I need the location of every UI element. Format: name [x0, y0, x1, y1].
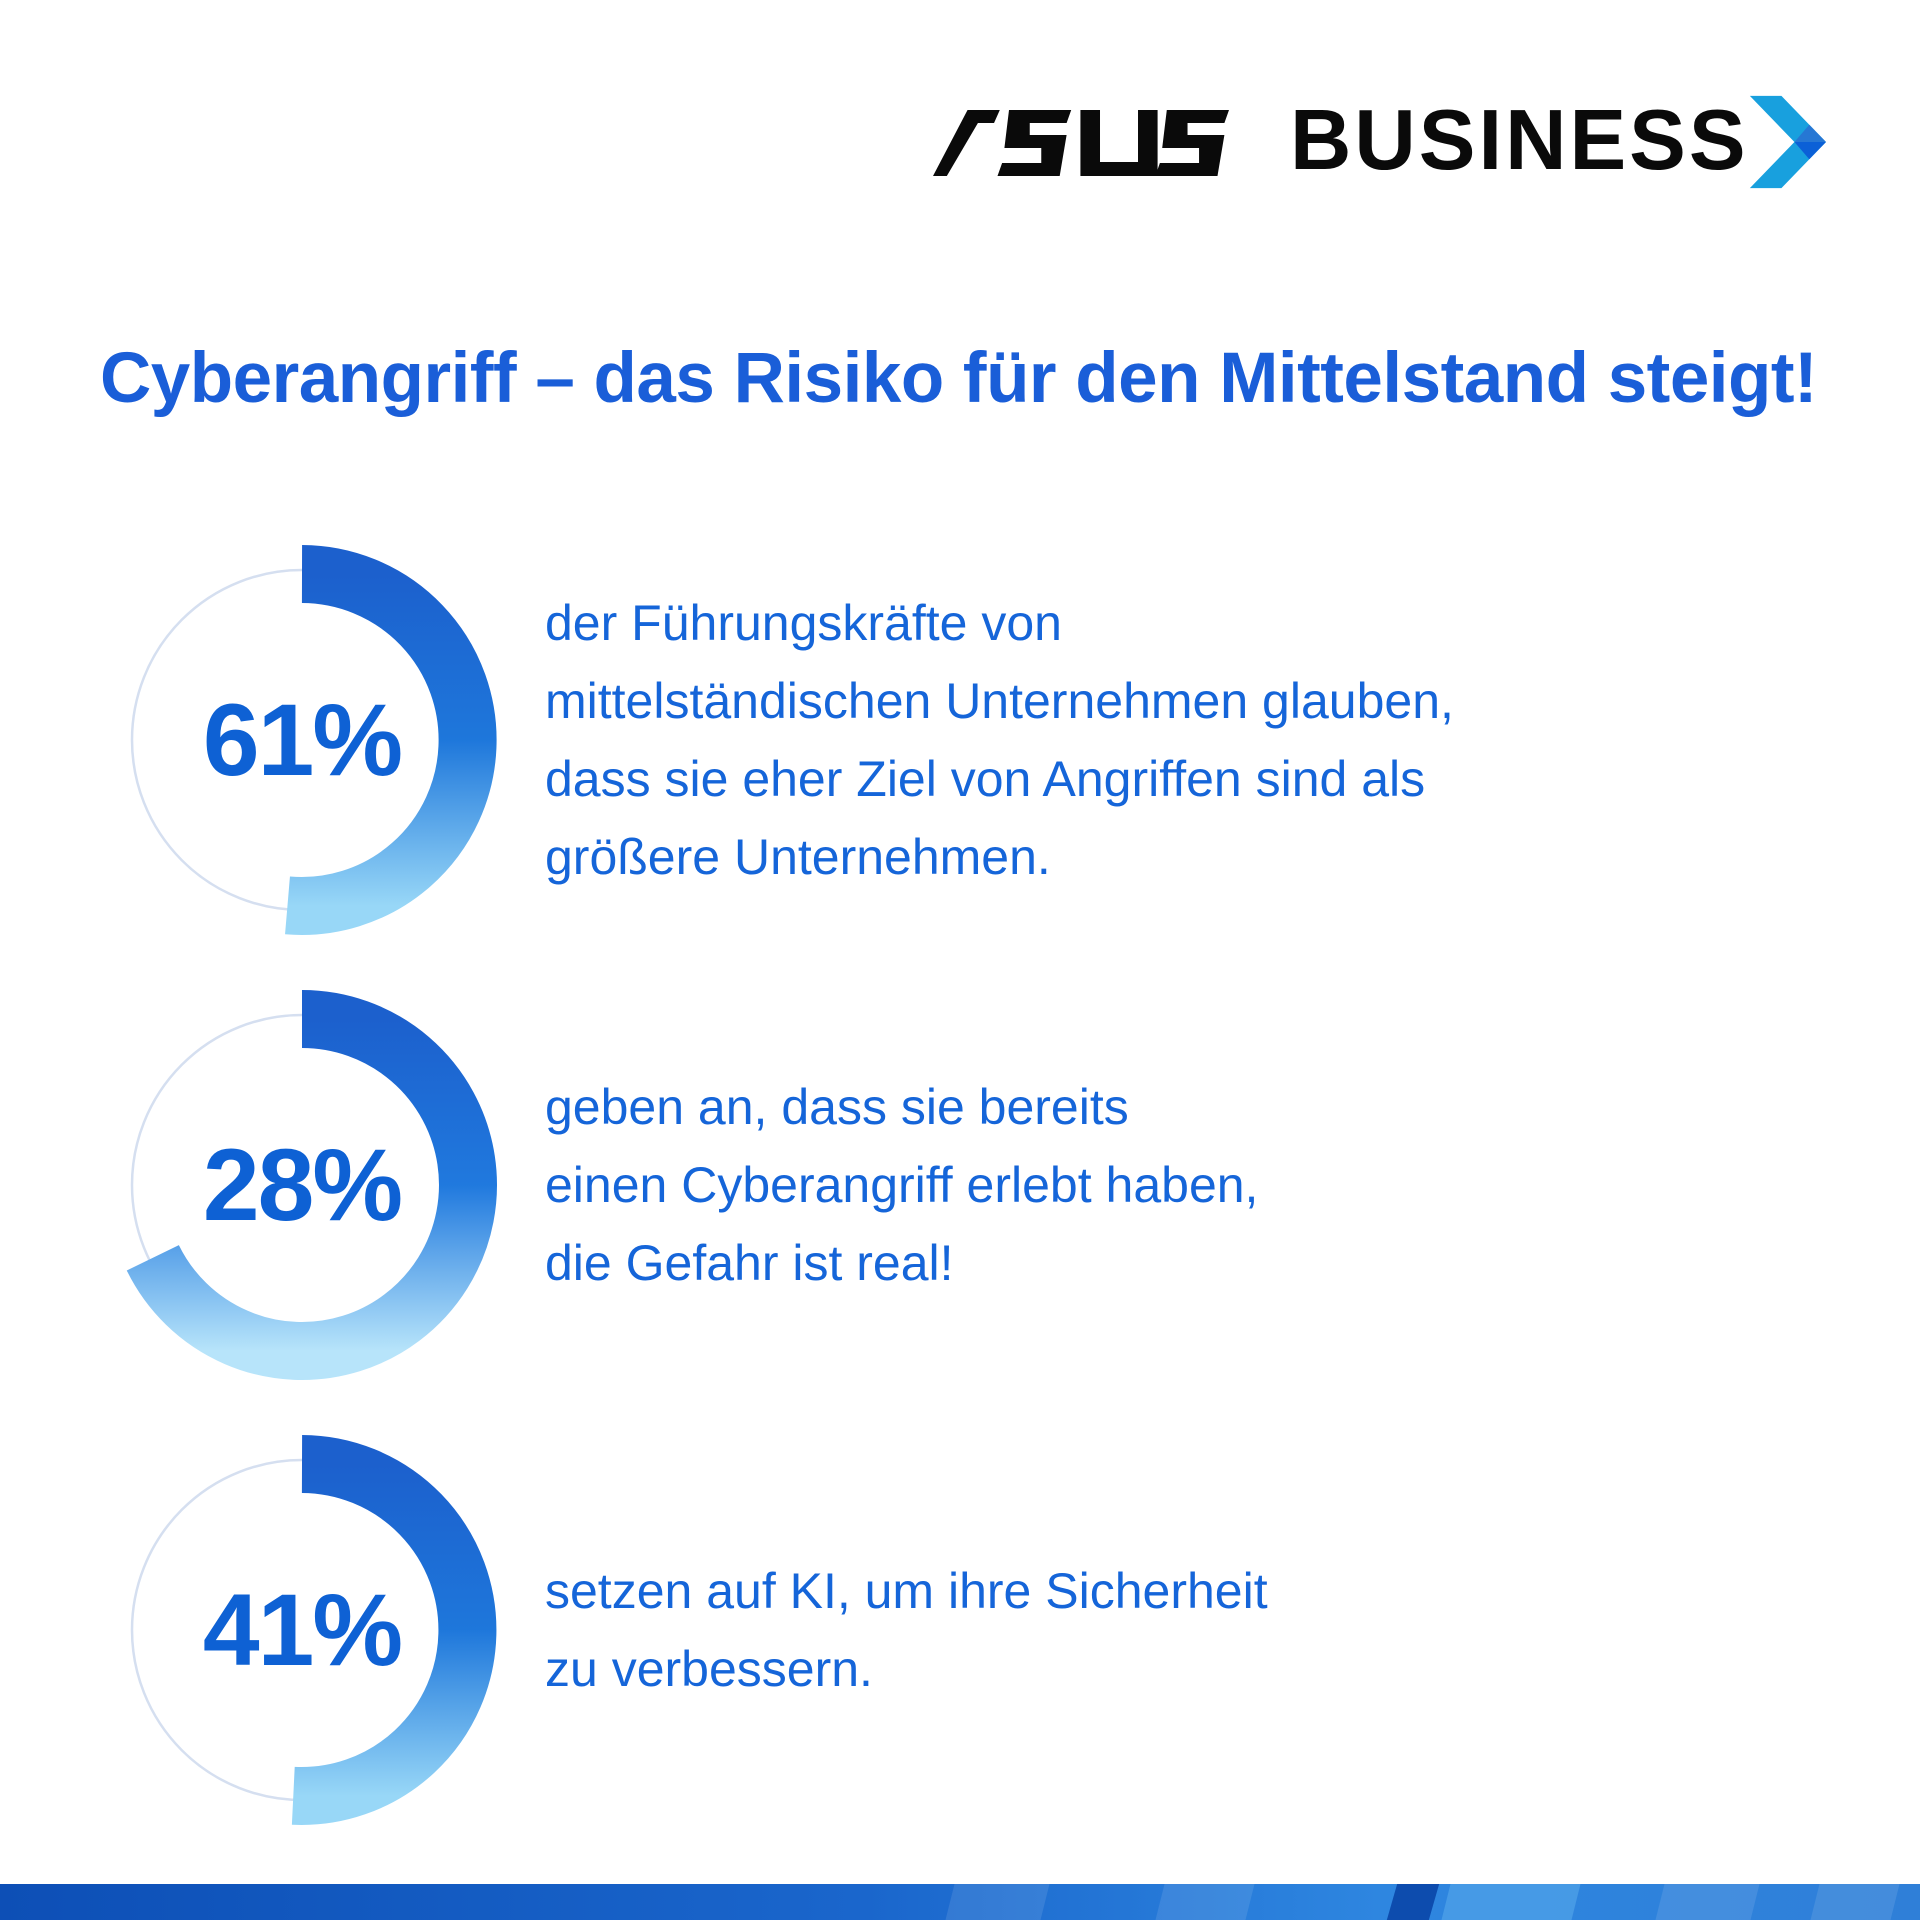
bar-facet [1154, 1884, 1256, 1920]
footer-accent-bar [0, 1884, 1920, 1920]
stat-caption: geben an, dass sie bereits einen Cyberan… [545, 1068, 1258, 1302]
caption-line: die Gefahr ist real! [545, 1235, 954, 1291]
caption-line: der Führungskräfte von [545, 595, 1062, 651]
caption-line: zu verbessern. [545, 1641, 873, 1697]
stat-caption: der Führungskräfte von mittelständischen… [545, 584, 1454, 896]
caption-line: dass sie eher Ziel von Angriffen sind al… [545, 751, 1426, 807]
asus-letter-s2 [1155, 110, 1229, 176]
page-title: Cyberangriff – das Risiko für den Mittel… [100, 339, 1818, 418]
donut-value-arc [126, 990, 497, 1380]
donut-chart-41-percent [130, 1435, 497, 1825]
asus-letter-a [933, 110, 1000, 176]
caption-line: mittelständischen Unternehmen glauben, [545, 673, 1454, 729]
percent-label: 61% [202, 682, 403, 797]
caption-line: größere Unternehmen. [545, 829, 1051, 885]
bar-facet [1440, 1884, 1582, 1920]
bar-facet [1385, 1884, 1441, 1920]
bar-facet [1809, 1884, 1901, 1920]
donut-value-arc [291, 1435, 497, 1825]
caption-line: setzen auf KI, um ihre Sicherheit [545, 1563, 1268, 1619]
header-logo-row: BUSINESS [0, 0, 1920, 260]
bar-facet [1654, 1884, 1761, 1920]
donut-chart-28-percent [126, 990, 497, 1380]
caption-line: geben an, dass sie bereits [545, 1079, 1129, 1135]
bar-facet [944, 1884, 1051, 1920]
stat-caption: setzen auf KI, um ihre Sicherheit zu ver… [545, 1552, 1268, 1708]
asus-logo [933, 110, 1229, 176]
caption-line: einen Cyberangriff erlebt haben, [545, 1157, 1259, 1213]
donut-chart-61-percent [130, 545, 497, 935]
asus-letter-u [1080, 110, 1158, 176]
percent-label: 28% [202, 1127, 403, 1242]
asus-letter-s1 [997, 110, 1072, 176]
percent-label: 41% [202, 1572, 403, 1687]
donut-value-arc [285, 545, 497, 935]
chevron-arrow-icon [1749, 95, 1826, 189]
business-wordmark: BUSINESS [1290, 93, 1749, 188]
